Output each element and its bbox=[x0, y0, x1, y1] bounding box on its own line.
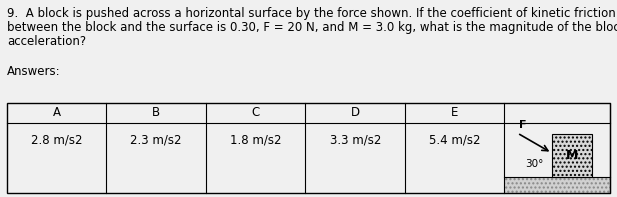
Text: 5.4 m/s2: 5.4 m/s2 bbox=[429, 134, 481, 147]
Text: E: E bbox=[451, 106, 458, 119]
Bar bbox=[552, 134, 592, 177]
Text: 1.8 m/s2: 1.8 m/s2 bbox=[230, 134, 281, 147]
Text: M: M bbox=[566, 149, 578, 162]
Bar bbox=[505, 177, 610, 193]
Text: acceleration?: acceleration? bbox=[7, 35, 86, 48]
Text: 2.3 m/s2: 2.3 m/s2 bbox=[130, 134, 182, 147]
Text: C: C bbox=[252, 106, 260, 119]
Text: 30°: 30° bbox=[525, 159, 544, 169]
Text: between the block and the surface is 0.30, F = 20 N, and M = 3.0 kg, what is the: between the block and the surface is 0.3… bbox=[7, 21, 617, 34]
Text: 3.3 m/s2: 3.3 m/s2 bbox=[329, 134, 381, 147]
Text: D: D bbox=[350, 106, 360, 119]
Text: 9.  A block is pushed across a horizontal surface by the force shown. If the coe: 9. A block is pushed across a horizontal… bbox=[7, 7, 616, 20]
Text: Answers:: Answers: bbox=[7, 65, 60, 78]
Text: 2.8 m/s2: 2.8 m/s2 bbox=[31, 134, 83, 147]
Bar bbox=[7, 103, 610, 193]
Text: A: A bbox=[52, 106, 60, 119]
Text: B: B bbox=[152, 106, 160, 119]
Text: F: F bbox=[520, 120, 527, 130]
